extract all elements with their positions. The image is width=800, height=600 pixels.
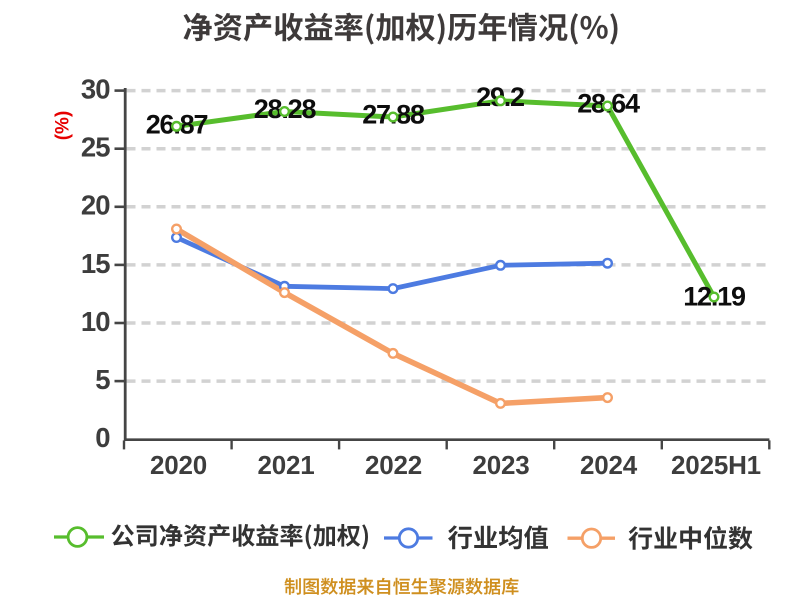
svg-text:2023: 2023 xyxy=(472,450,529,480)
svg-text:5: 5 xyxy=(95,364,110,395)
svg-text:2020: 2020 xyxy=(150,450,207,480)
svg-text:(%): (%) xyxy=(53,111,74,141)
svg-text:2024: 2024 xyxy=(580,450,638,480)
svg-text:30: 30 xyxy=(81,74,110,105)
svg-text:10: 10 xyxy=(81,306,110,337)
svg-text:20: 20 xyxy=(81,190,110,221)
svg-text:25: 25 xyxy=(81,132,110,163)
svg-text:15: 15 xyxy=(81,248,110,279)
svg-text:2022: 2022 xyxy=(365,450,422,480)
svg-text:2025H1: 2025H1 xyxy=(671,450,761,480)
svg-text:0: 0 xyxy=(95,422,110,453)
svg-text:2021: 2021 xyxy=(257,450,314,480)
